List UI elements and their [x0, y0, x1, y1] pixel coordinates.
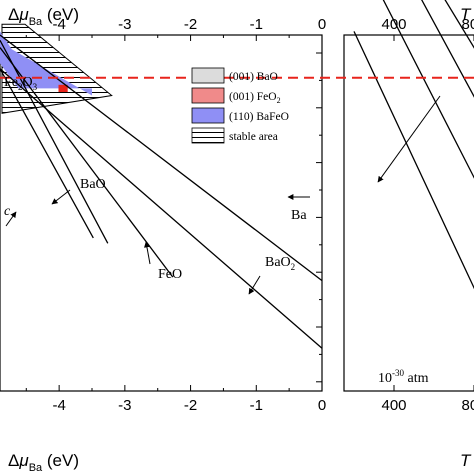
top-tick-label: -2 [184, 16, 197, 33]
left-panel: -4 -4 -3 -3 -2 -2 -1 -1 0 0 [0, 16, 326, 414]
legend-label-feo2: (001) FeO2 [229, 91, 281, 105]
legend-label-bafeo: (110) BaFeO [229, 111, 289, 123]
left-regions [0, 23, 113, 114]
bottom-tick-label: -2 [184, 397, 197, 414]
left-line-3 [0, 68, 323, 349]
label-pressure: 10-30 atm [378, 368, 429, 386]
left-lines [0, 34, 323, 349]
right-line-3 [421, 0, 474, 98]
right-ticks: 400 400 800 800 [381, 16, 474, 414]
label-bao2: BaO2 [265, 255, 295, 272]
legend: (001) BaO (001) FeO2 (110) BaFeO stable … [191, 67, 289, 144]
right-bottom-axis-title: T [460, 451, 472, 470]
label-bao: BaO [80, 177, 106, 192]
legend-label-bao: (001) BaO [229, 71, 278, 83]
right-top-tick-label: 800 [461, 16, 474, 33]
legend-swatch-feo2 [191, 87, 225, 104]
legend-label-stable: stable area [229, 131, 278, 143]
legend-swatch-bafeo [191, 107, 225, 124]
left-line-4 [0, 34, 323, 282]
left-right-axis-ticks [316, 52, 322, 383]
top-axis-title: ΔμBa (eV) [8, 5, 79, 28]
right-line-2 [444, 0, 474, 49]
label-c: c [4, 204, 11, 219]
region-2 [58, 84, 68, 92]
right-panel-frame [343, 34, 474, 392]
right-panel: 400 400 800 800 [343, 0, 474, 414]
bottom-tick-label: -4 [52, 397, 65, 414]
left-panel-frame [0, 34, 323, 392]
bottom-tick-label: -1 [250, 397, 263, 414]
bottom-tick-label: -3 [118, 397, 131, 414]
region-1 [0, 31, 92, 96]
label-feo: FeO [158, 267, 182, 282]
right-line-5 [353, 31, 474, 290]
left-ticks: -4 -4 -3 -3 -2 -2 -1 -1 0 0 [25, 16, 326, 414]
arrow-c [5, 211, 17, 227]
arrow-feo [144, 241, 151, 265]
top-tick-label: -1 [250, 16, 263, 33]
right-top-axis-title: T [460, 5, 472, 24]
left-line-1 [0, 47, 174, 278]
bottom-tick-label: 0 [318, 397, 326, 414]
top-tick-label: 0 [318, 16, 326, 33]
top-tick-label: -3 [118, 16, 131, 33]
right-lines [353, 0, 474, 290]
arrow-bao [51, 189, 71, 205]
right-bottom-tick-label: 400 [381, 397, 406, 414]
label-fe2o3: Fe2O3 [4, 75, 38, 92]
top-tick-label: -4 [52, 16, 65, 33]
bottom-axis-title: ΔμBa (eV) [8, 451, 79, 474]
right-bottom-tick-label: 800 [461, 397, 474, 414]
left-line-2 [0, 39, 109, 244]
arrow-bao2 [248, 275, 261, 295]
label-ba: Ba [291, 208, 307, 223]
left-line-0 [0, 68, 94, 239]
right-top-tick-label: 400 [381, 16, 406, 33]
arrow-pressure [377, 95, 441, 183]
legend-swatch-stable [191, 127, 225, 144]
region-0 [1, 23, 113, 114]
legend-swatch-bao [191, 67, 225, 84]
right-line-4 [382, 0, 474, 179]
